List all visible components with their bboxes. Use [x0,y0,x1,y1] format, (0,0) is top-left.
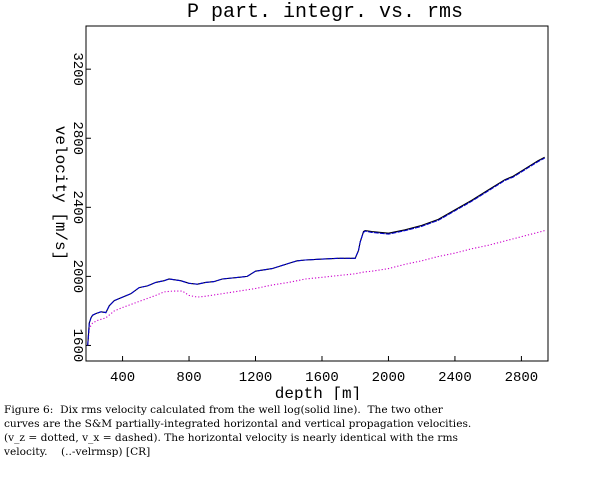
chart-title: P part. integr. vs. rms [187,1,463,24]
series-line-dashed [87,157,545,346]
caption-line: Figure 6: Dix rms velocity calculated fr… [4,404,443,416]
x-tick-label: 400 [110,370,135,386]
x-tick-label: 2800 [505,370,539,386]
caption-line: velocity. (..-velrmsp) [CR] [4,446,151,458]
axis-tick-labels: 400 800 1200 1600 2000 2400 2800 1600 2000 2400 28… [69,52,538,386]
y-tick-label: 2000 [69,260,85,294]
y-tick-label: 1600 [69,329,85,363]
caption-line: curves are the S&M partially-integrated … [4,418,472,430]
y-tick-label: 2800 [69,121,85,155]
x-tick-label: 800 [176,370,201,386]
x-tick-label: 2000 [372,370,406,386]
x-tick-label: 2400 [438,370,472,386]
x-axis-label: depth [m] [275,385,361,400]
y-axis-label: velocity [m/s] [51,126,69,260]
figure-caption: Figure 6: Dix rms velocity calculated fr… [4,403,596,459]
x-tick-label: 1200 [239,370,273,386]
x-tick-label: 1600 [305,370,339,386]
chart-figure: P part. integr. vs. rms 400 800 1200 1600 20… [51,1,549,400]
plot-frame [85,25,549,362]
data-series [87,156,545,346]
y-tick-label: 3200 [69,52,85,86]
y-tick-label: 2400 [69,191,85,225]
axis-ticks [86,68,522,361]
series-line-dotted [87,230,545,346]
caption-line: (v_z = dotted, v_x = dashed). The horizo… [4,432,458,444]
series-line-solid [87,156,545,346]
